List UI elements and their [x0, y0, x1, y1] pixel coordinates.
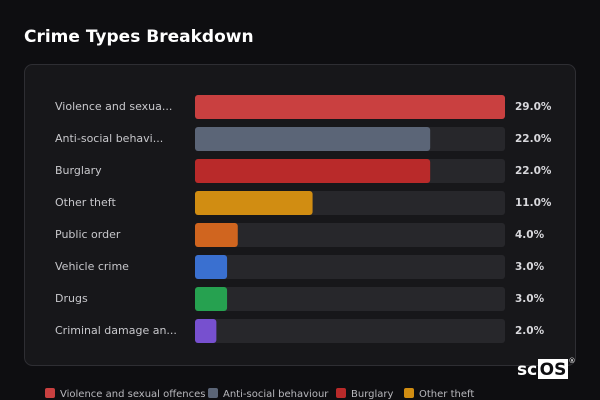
legend-swatch	[404, 388, 414, 398]
legend-swatch	[45, 388, 55, 398]
bar-track	[195, 223, 505, 247]
legend-label: Burglary	[351, 389, 393, 400]
value-label: 22.0%	[515, 133, 552, 145]
bar-track	[195, 287, 505, 311]
logo-boxed: OS	[540, 360, 567, 380]
value-label: 29.0%	[515, 101, 552, 113]
legend-swatch	[208, 388, 218, 398]
legend-label: Violence and sexual offences	[60, 389, 206, 400]
logo-box	[538, 359, 568, 379]
legend-label: Other theft	[419, 389, 474, 400]
logo-mark: ®	[569, 357, 576, 365]
category-label: Criminal damage an...	[55, 324, 177, 337]
bar	[195, 159, 431, 183]
logo-prefix: sc	[517, 360, 537, 380]
value-label: 22.0%	[515, 165, 552, 177]
legend-swatch	[336, 388, 346, 398]
bar	[195, 95, 505, 119]
value-label: 3.0%	[515, 293, 545, 305]
category-label: Drugs	[55, 292, 88, 305]
category-label: Public order	[55, 228, 121, 241]
chart-title: Crime Types Breakdown	[24, 27, 254, 47]
category-label: Anti-social behavi...	[55, 132, 163, 145]
value-label: 2.0%	[515, 325, 545, 337]
bar	[195, 255, 228, 279]
bar-track	[195, 255, 505, 279]
value-label: 3.0%	[515, 261, 545, 273]
category-label: Other theft	[55, 196, 116, 209]
legend-label: Anti-social behaviour	[223, 389, 329, 400]
bar	[195, 287, 228, 311]
category-label: Violence and sexua...	[55, 100, 172, 113]
bar	[195, 223, 238, 247]
value-label: 4.0%	[515, 229, 545, 241]
category-label: Burglary	[55, 164, 102, 177]
category-label: Vehicle crime	[55, 260, 129, 273]
bar	[195, 191, 313, 215]
bar-track	[195, 319, 505, 343]
bar	[195, 127, 431, 151]
value-label: 11.0%	[515, 197, 552, 209]
bar	[195, 319, 217, 343]
